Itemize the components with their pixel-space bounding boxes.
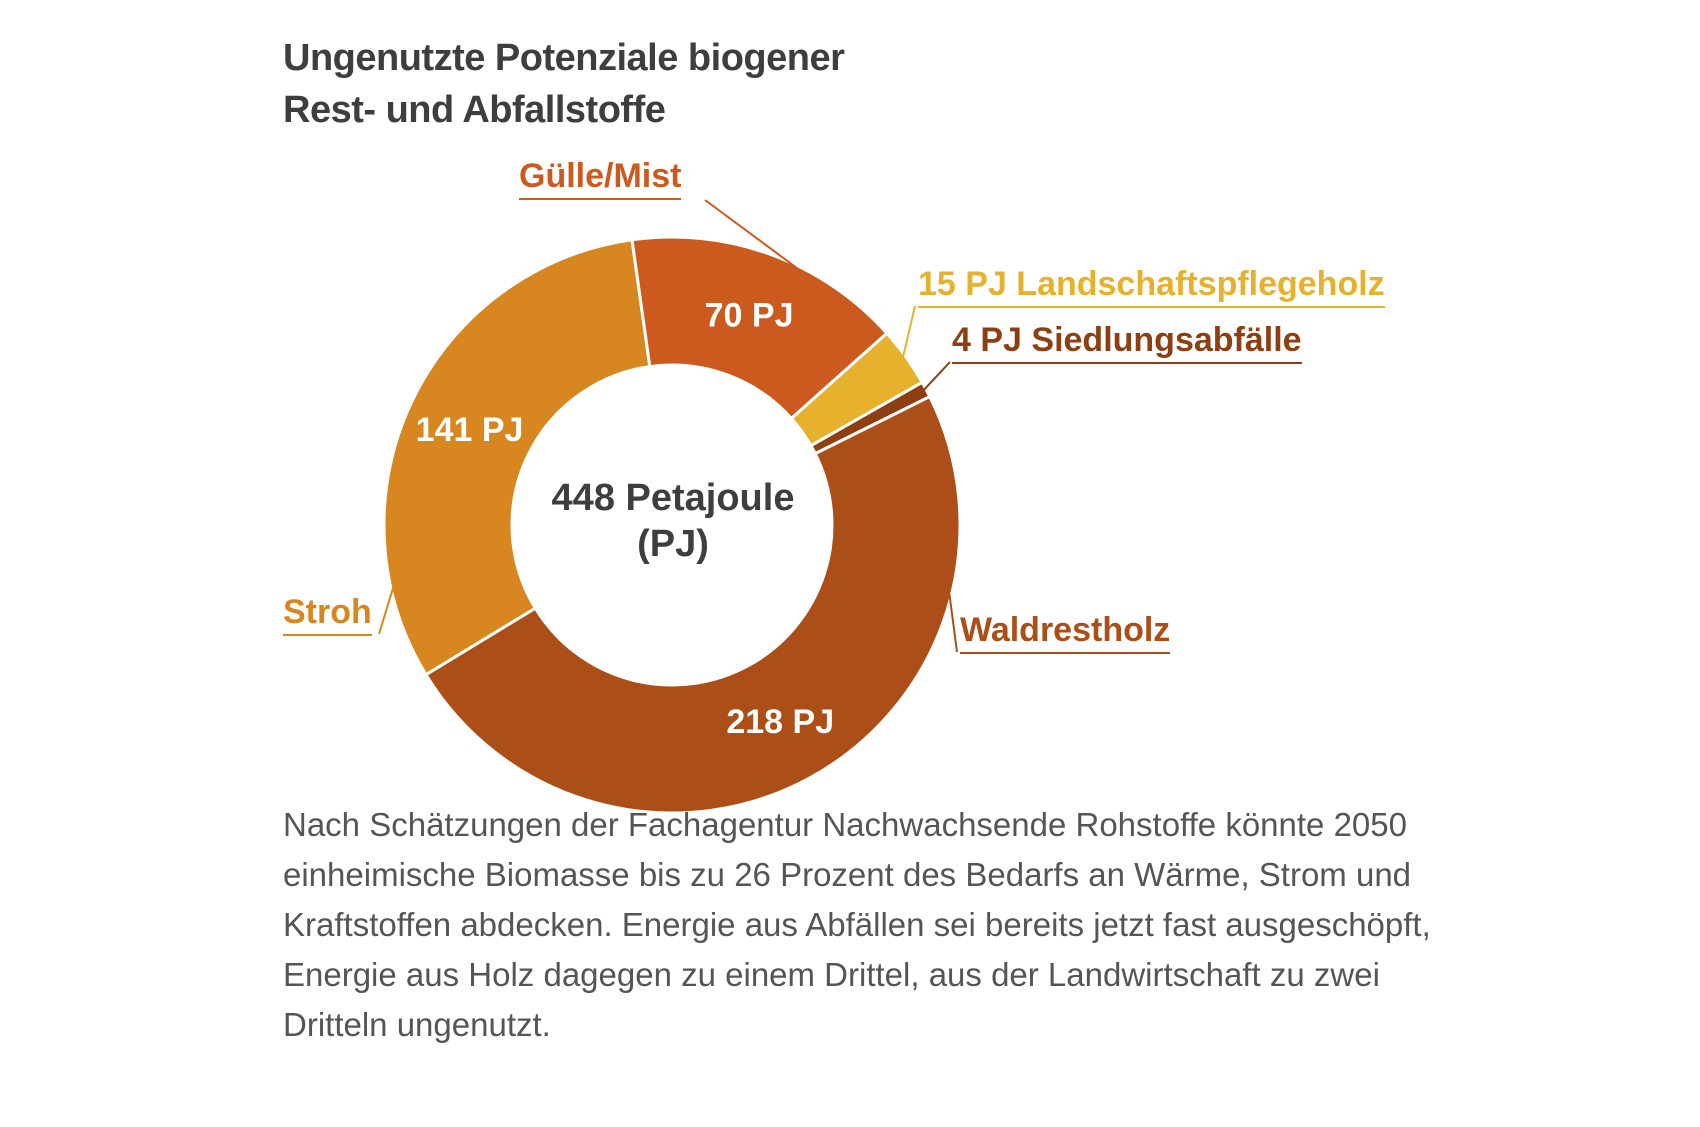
callout-guelle-mist: Gülle/Mist <box>519 156 682 200</box>
callout-waldrestholz: Waldrestholz <box>960 610 1171 654</box>
center-label-line-2: (PJ) <box>637 523 709 565</box>
chart-title-line-1: Ungenutzte Potenziale biogener <box>283 37 845 79</box>
callout-leader-lines <box>378 199 958 653</box>
donut-slice-waldrestholz <box>423 394 962 815</box>
donut-slices <box>382 235 962 815</box>
callout-stroh: Stroh <box>283 592 372 636</box>
value-label-3: 218 PJ <box>726 703 834 741</box>
value-label-0: 70 PJ <box>705 297 794 335</box>
donut-slice-stroh <box>382 238 652 677</box>
donut-slice-g-lle-mist <box>630 235 889 421</box>
callout-siedlungsabfaelle: 4 PJ Siedlungsabfälle <box>952 320 1302 364</box>
callout-landschaftspflegeholz: 15 PJ Landschaftspflegeholz <box>918 264 1385 308</box>
center-label-line-1: 448 Petajoule <box>552 477 795 519</box>
center-label: 448 Petajoule (PJ) <box>552 477 795 565</box>
leader-line-1 <box>901 305 916 360</box>
leader-line-4 <box>378 583 396 635</box>
leader-line-3 <box>947 588 958 653</box>
slice-value-labels: 70 PJ 218 PJ 141 PJ <box>416 297 834 741</box>
chart-title: Ungenutzte Potenziale biogener Rest- und… <box>283 32 845 136</box>
chart-title-line-2: Rest- und Abfallstoffe <box>283 89 666 131</box>
description-text: Nach Schätzungen der Fachagentur Nachwac… <box>283 806 1431 1043</box>
leader-line-2 <box>921 361 951 392</box>
value-label-4: 141 PJ <box>416 411 524 449</box>
leader-line-0 <box>704 199 806 276</box>
